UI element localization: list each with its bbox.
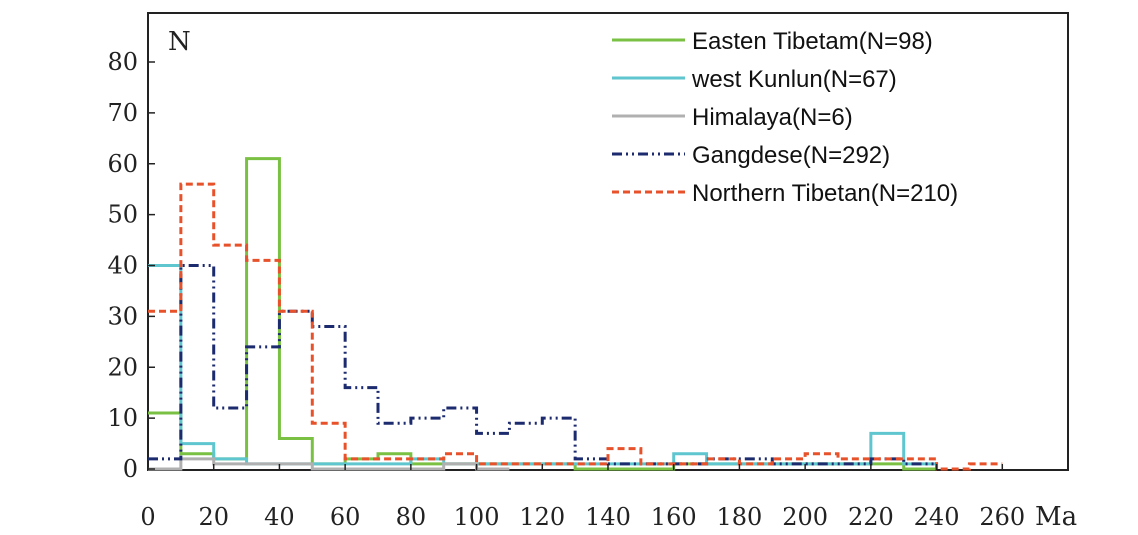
y-tick-label: 80 bbox=[107, 48, 138, 76]
x-tick-label: 100 bbox=[454, 503, 500, 531]
x-tick-label: 60 bbox=[330, 503, 361, 531]
legend-label: west Kunlun(N=67) bbox=[691, 66, 897, 93]
series-line bbox=[148, 182, 1003, 471]
y-tick-label: 20 bbox=[107, 353, 138, 381]
x-axis-label: Ma bbox=[1035, 502, 1077, 532]
legend-label: Gangdese(N=292) bbox=[692, 142, 890, 169]
legend: Easten Tibetam(N=98) west Kunlun(N=67) Him… bbox=[612, 28, 958, 207]
y-axis: 0 10 20 30 40 50 60 70 80 bbox=[107, 48, 155, 483]
series-2 bbox=[148, 457, 510, 471]
series-line bbox=[148, 457, 510, 471]
x-tick-label: 200 bbox=[782, 503, 828, 531]
y-tick-label: 60 bbox=[107, 150, 138, 178]
y-tick-label: 40 bbox=[107, 252, 138, 280]
legend-label: Easten Tibetam(N=98) bbox=[692, 28, 933, 55]
legend-label: Northern Tibetan(N=210) bbox=[692, 180, 958, 207]
x-axis: 0 20 40 60 80 100 120 140 160 180 200 220 240 260 bbox=[140, 464, 1025, 531]
x-tick-label: 260 bbox=[979, 503, 1025, 531]
y-tick-label: 70 bbox=[107, 99, 138, 127]
series-1 bbox=[148, 264, 937, 466]
series-line bbox=[148, 264, 937, 466]
series-line bbox=[148, 264, 937, 466]
x-tick-label: 80 bbox=[396, 503, 427, 531]
x-tick-label: 240 bbox=[914, 503, 960, 531]
y-tick-label: 10 bbox=[107, 404, 138, 432]
y-tick-label: 50 bbox=[107, 201, 138, 229]
x-tick-label: 140 bbox=[585, 503, 631, 531]
x-tick-label: 160 bbox=[651, 503, 697, 531]
series-3 bbox=[148, 264, 937, 466]
plot-frame bbox=[147, 12, 1069, 471]
x-tick-label: 220 bbox=[848, 503, 894, 531]
series-layer bbox=[148, 157, 1003, 471]
y-tick-label: 30 bbox=[107, 302, 138, 330]
legend-label: Himalaya(N=6) bbox=[692, 104, 853, 131]
x-tick-label: 180 bbox=[717, 503, 763, 531]
x-tick-label: 40 bbox=[264, 503, 295, 531]
x-tick-label: 20 bbox=[198, 503, 229, 531]
series-4 bbox=[148, 182, 1003, 471]
x-tick-label: 0 bbox=[140, 503, 155, 531]
y-tick-label: 0 bbox=[123, 455, 138, 483]
y-axis-label: N bbox=[168, 27, 191, 57]
x-tick-label: 120 bbox=[519, 503, 565, 531]
